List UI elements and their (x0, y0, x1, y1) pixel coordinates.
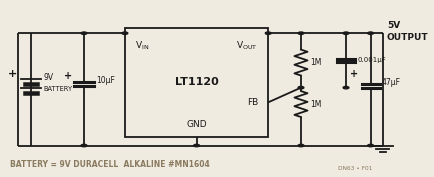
Circle shape (297, 86, 303, 89)
Text: 9V: 9V (44, 73, 54, 82)
Text: $\mathregular{V_{IN}}$: $\mathregular{V_{IN}}$ (135, 39, 149, 52)
Circle shape (367, 144, 372, 147)
Text: BATTERY = 9V DURACELL  ALKALINE #MN1604: BATTERY = 9V DURACELL ALKALINE #MN1604 (10, 160, 210, 169)
Text: DN63 • F01: DN63 • F01 (337, 165, 372, 170)
Text: +: + (8, 69, 17, 79)
Circle shape (81, 32, 87, 34)
Text: FB: FB (246, 98, 257, 107)
Text: +: + (349, 69, 358, 79)
Bar (125, 28, 268, 137)
Circle shape (342, 32, 348, 34)
Text: $\mathregular{V_{OUT}}$: $\mathregular{V_{OUT}}$ (236, 39, 257, 52)
Circle shape (342, 86, 348, 89)
Text: GND: GND (186, 120, 207, 129)
Text: 0.001μF: 0.001μF (357, 57, 385, 63)
Circle shape (297, 32, 303, 34)
Circle shape (122, 32, 128, 34)
Circle shape (367, 32, 372, 34)
Circle shape (193, 144, 199, 147)
Text: 1M: 1M (309, 58, 321, 67)
Text: 5V
OUTPUT: 5V OUTPUT (386, 21, 427, 42)
Circle shape (297, 144, 303, 147)
Circle shape (265, 32, 270, 34)
Text: 1M: 1M (309, 99, 321, 109)
Text: 47μF: 47μF (381, 78, 400, 87)
Circle shape (81, 144, 87, 147)
Text: BATTERY: BATTERY (44, 86, 73, 92)
Text: 10μF: 10μF (96, 76, 115, 85)
Text: LT1120: LT1120 (174, 78, 218, 87)
Text: +: + (63, 71, 72, 81)
